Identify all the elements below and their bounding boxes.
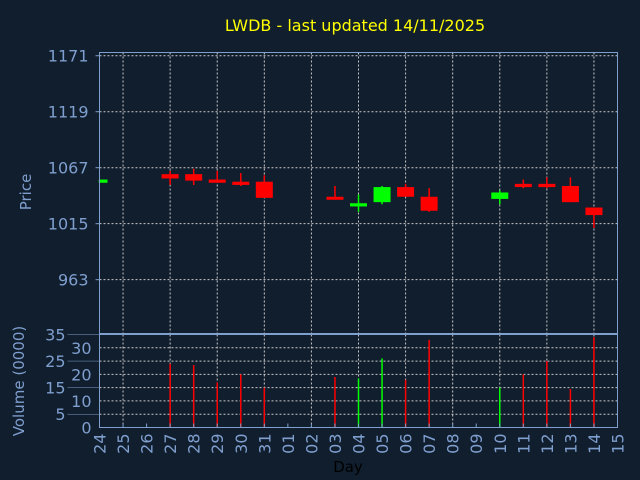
price-axis-label: Price <box>17 174 35 211</box>
price-tick-label: 1171 <box>48 47 89 66</box>
x-ticks: 24 25 26 27 28 29 30 31 01 02 03 04 05 06 07 08 09 10 11 12… <box>91 423 628 454</box>
x-tick-label: 27 <box>161 434 180 454</box>
candle-body <box>585 207 603 216</box>
x-tick-label: 30 <box>232 434 251 454</box>
x-tick-label: 02 <box>302 434 321 454</box>
chart-title: LWDB - last updated 14/11/2025 <box>225 16 485 35</box>
candle-body <box>538 183 556 188</box>
price-tick-label: 1067 <box>48 159 89 178</box>
x-tick-label: 25 <box>114 434 133 454</box>
candle-body <box>161 174 179 179</box>
x-tick-label: 13 <box>561 434 580 454</box>
candle-05 <box>373 186 391 205</box>
candle-29 <box>208 170 226 183</box>
x-axis-label: Day <box>333 458 363 476</box>
candle-07 <box>420 188 438 212</box>
price-tick-label: 963 <box>58 271 89 290</box>
candle-03 <box>326 186 344 200</box>
volume-tick-label: 30 <box>71 339 91 358</box>
candle-14 <box>585 207 603 228</box>
x-tick-label: 11 <box>514 434 533 454</box>
x-tick-label: 15 <box>609 434 628 454</box>
x-tick-label: 10 <box>491 434 510 454</box>
price-grid <box>99 52 618 334</box>
candle-body <box>491 192 509 199</box>
candle-body <box>208 179 226 183</box>
volume-tick-label: 5 <box>55 405 65 424</box>
candle-body <box>397 187 415 197</box>
x-tick-label: 14 <box>585 434 604 454</box>
candle-body <box>232 181 250 185</box>
price-tick-label: 1015 <box>48 215 89 234</box>
candle-body <box>99 179 108 183</box>
candle-13 <box>561 177 579 203</box>
volume-tick-label: 20 <box>71 365 91 384</box>
candle-12 <box>538 177 556 189</box>
candle-31 <box>255 175 273 198</box>
candle-30 <box>232 173 250 187</box>
price-y-ticks: 963 1015 1067 1119 1171 <box>48 47 100 290</box>
candle-27 <box>161 170 179 185</box>
x-tick-label: 01 <box>279 434 298 454</box>
x-tick-label: 08 <box>444 434 463 454</box>
candle-body <box>255 181 273 198</box>
x-tick-label: 09 <box>467 434 486 454</box>
candle-04 <box>350 194 367 212</box>
volume-bars <box>169 337 595 428</box>
volume-y-ticks: 05 10 15 20 25 30 35 <box>45 326 100 438</box>
candle-body <box>420 196 438 211</box>
volume-axis-label: Volume (0000) <box>10 326 28 436</box>
x-tick-label: 03 <box>326 434 345 454</box>
candle-10 <box>491 190 509 205</box>
x-tick-label: 31 <box>255 434 274 454</box>
candles <box>98 168 603 228</box>
candle-body <box>350 203 367 207</box>
candle-body <box>514 183 532 188</box>
x-tick-label: 12 <box>538 434 557 454</box>
volume-tick-label: 15 <box>45 379 65 398</box>
volume-tick-label: 0 <box>81 419 91 438</box>
volume-tick-label: 25 <box>45 352 65 371</box>
volume-panel-frame <box>99 334 618 428</box>
x-tick-label: 06 <box>397 434 416 454</box>
candle-body <box>373 187 391 203</box>
x-tick-label: 24 <box>91 434 110 454</box>
volume-tick-label: 35 <box>45 326 65 345</box>
candle-body <box>326 196 344 200</box>
x-tick-label: 05 <box>373 434 392 454</box>
candle-06 <box>397 183 415 197</box>
x-tick-label: 26 <box>138 434 157 454</box>
candle-body <box>561 186 579 203</box>
x-tick-label: 04 <box>350 434 369 454</box>
volume-tick-label: 10 <box>71 392 91 411</box>
candle-28 <box>185 168 203 185</box>
x-tick-label: 07 <box>420 434 439 454</box>
x-tick-label: 28 <box>185 434 204 454</box>
price-tick-label: 1119 <box>48 103 89 122</box>
price-panel-frame <box>99 52 618 334</box>
candle-body <box>185 174 203 181</box>
x-tick-label: 29 <box>208 434 227 454</box>
candle-24 <box>98 179 108 183</box>
candle-11 <box>514 179 532 189</box>
